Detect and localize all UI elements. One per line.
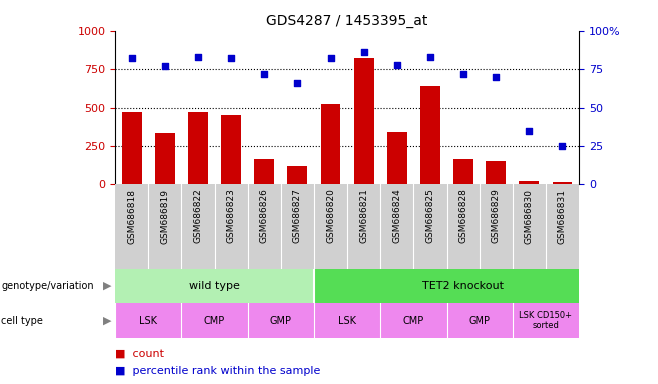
Text: LSK: LSK [139,316,157,326]
Bar [254,159,274,184]
Bar [420,86,440,184]
Text: GSM686831: GSM686831 [558,189,567,243]
Text: ▶: ▶ [103,281,112,291]
Text: GSM686823: GSM686823 [226,189,236,243]
Text: GSM686821: GSM686821 [359,189,368,243]
Bar [221,115,241,184]
Point [524,127,534,134]
Bar [519,181,540,184]
Text: cell type: cell type [1,316,43,326]
Point [160,63,170,69]
Bar [288,166,307,184]
Title: GDS4287 / 1453395_at: GDS4287 / 1453395_at [266,14,428,28]
Text: GSM686826: GSM686826 [260,189,268,243]
Text: GSM686825: GSM686825 [426,189,434,243]
Text: genotype/variation: genotype/variation [1,281,94,291]
Point [292,80,303,86]
Bar [486,161,506,184]
Text: GSM686828: GSM686828 [459,189,468,243]
Text: TET2 knockout: TET2 knockout [422,281,504,291]
Bar [155,133,175,184]
Text: LSK CD150+
sorted: LSK CD150+ sorted [519,311,572,330]
Point [424,54,435,60]
Point [359,49,369,55]
Point [392,61,402,68]
Bar [320,104,340,184]
Point [491,74,501,80]
Text: GSM686818: GSM686818 [127,189,136,243]
Point [557,143,568,149]
Bar [453,159,473,184]
Text: ■  count: ■ count [115,348,164,358]
Text: CMP: CMP [204,316,225,326]
Point [325,55,336,61]
Text: wild type: wild type [189,281,240,291]
Text: GMP: GMP [270,316,292,326]
Text: ■  percentile rank within the sample: ■ percentile rank within the sample [115,366,320,376]
Point [458,71,468,77]
Bar [354,58,374,184]
Text: GSM686830: GSM686830 [525,189,534,243]
Bar [122,112,141,184]
Text: GSM686820: GSM686820 [326,189,335,243]
Text: ▶: ▶ [103,316,112,326]
Text: GSM686822: GSM686822 [193,189,203,243]
Bar [387,132,407,184]
Text: GMP: GMP [468,316,491,326]
Point [126,55,137,61]
Point [226,55,236,61]
Text: GSM686819: GSM686819 [161,189,169,243]
Text: LSK: LSK [338,316,356,326]
Text: GSM686824: GSM686824 [392,189,401,243]
Bar [188,112,208,184]
Point [193,54,203,60]
Text: GSM686827: GSM686827 [293,189,302,243]
Bar [314,269,579,303]
Text: GSM686829: GSM686829 [492,189,501,243]
Text: CMP: CMP [403,316,424,326]
Bar [553,182,572,184]
Point [259,71,270,77]
